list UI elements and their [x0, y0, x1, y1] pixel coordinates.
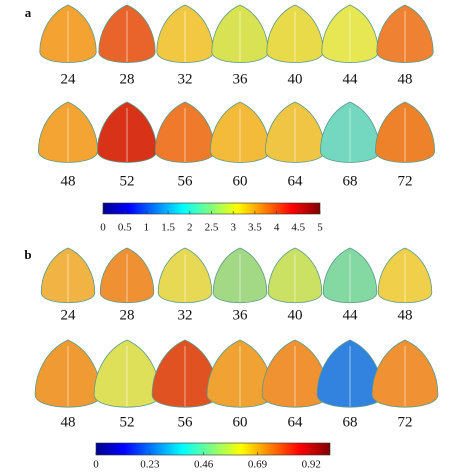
- leaf: [39, 4, 97, 63]
- leaf: [99, 247, 155, 303]
- leaf: [96, 101, 158, 163]
- hour-label: 28: [120, 307, 135, 323]
- panel-label: b: [24, 247, 31, 262]
- leaf: [322, 247, 378, 303]
- leaf: [377, 247, 433, 303]
- colorbar-tick-label: 4: [274, 222, 280, 234]
- hour-label: 68: [343, 414, 358, 430]
- hour-label: 52: [120, 173, 135, 189]
- colorbar-tick-label: 0.69: [248, 459, 268, 471]
- colorbar-tick-label: 0.92: [302, 459, 321, 471]
- hour-label: 48: [398, 307, 413, 323]
- hour-label: 40: [288, 71, 303, 87]
- colorbar-tick-label: 0: [100, 222, 106, 234]
- hour-label: 60: [233, 414, 248, 430]
- leaf: [154, 101, 216, 163]
- colorbar-tick-label: 3: [230, 222, 236, 234]
- hour-label: 28: [120, 71, 135, 87]
- leaf: [93, 339, 161, 408]
- leaf: [316, 339, 384, 408]
- hour-label: 40: [288, 307, 303, 323]
- hour-label: 68: [343, 173, 358, 189]
- leaf: [40, 247, 96, 303]
- hour-label: 56: [178, 173, 194, 189]
- colorbar-tick-label: 2.5: [205, 222, 219, 234]
- leaf: [206, 339, 274, 408]
- hour-label: 44: [343, 307, 359, 323]
- colorbar-tick-label: 5: [317, 222, 323, 234]
- hour-label: 48: [61, 173, 76, 189]
- hour-label: 36: [233, 71, 249, 87]
- leaf: [37, 101, 99, 163]
- hour-label: 72: [398, 173, 413, 189]
- leaf: [261, 339, 329, 408]
- leaf: [156, 4, 214, 63]
- colorbar-tick-label: 1.5: [161, 222, 175, 234]
- leaf: [212, 247, 268, 303]
- leaf: [267, 247, 323, 303]
- hour-label: 72: [398, 414, 413, 430]
- leaf: [371, 339, 439, 408]
- leaf: [264, 101, 326, 163]
- hour-label: 64: [288, 414, 304, 430]
- hour-label: 56: [178, 414, 194, 430]
- hour-label: 64: [288, 173, 304, 189]
- colorbar-tick-label: 0: [93, 459, 99, 471]
- leaf: [151, 339, 219, 408]
- leaf: [321, 4, 379, 63]
- colorbar-tick-label: 0.23: [140, 459, 160, 471]
- colorbar: [95, 442, 331, 456]
- colorbar-tick-label: 2: [187, 222, 193, 234]
- hour-label: 48: [398, 71, 413, 87]
- hour-label: 52: [120, 414, 135, 430]
- hour-label: 44: [343, 71, 359, 87]
- leaf: [376, 4, 434, 63]
- leaf: [209, 101, 271, 163]
- leaf: [211, 4, 269, 63]
- leaf: [319, 101, 381, 163]
- hour-label: 32: [178, 71, 193, 87]
- leaf: [98, 4, 156, 63]
- hour-label: 60: [233, 173, 248, 189]
- hour-label: 24: [61, 71, 77, 87]
- hour-label: 48: [61, 414, 76, 430]
- colorbar-tick-label: 1: [144, 222, 150, 234]
- hour-label: 32: [178, 307, 193, 323]
- leaf: [374, 101, 436, 163]
- panel-label: a: [25, 5, 32, 20]
- colorbar-tick-label: 3.5: [248, 222, 262, 234]
- hour-label: 24: [61, 307, 77, 323]
- hour-label: 36: [233, 307, 249, 323]
- leaf: [157, 247, 213, 303]
- colorbar-tick-label: 0.5: [118, 222, 132, 234]
- colorbar-tick-label: 0.46: [194, 459, 214, 471]
- colorbar-tick-label: 4.5: [291, 222, 305, 234]
- leaf: [266, 4, 324, 63]
- leaf: [34, 339, 102, 408]
